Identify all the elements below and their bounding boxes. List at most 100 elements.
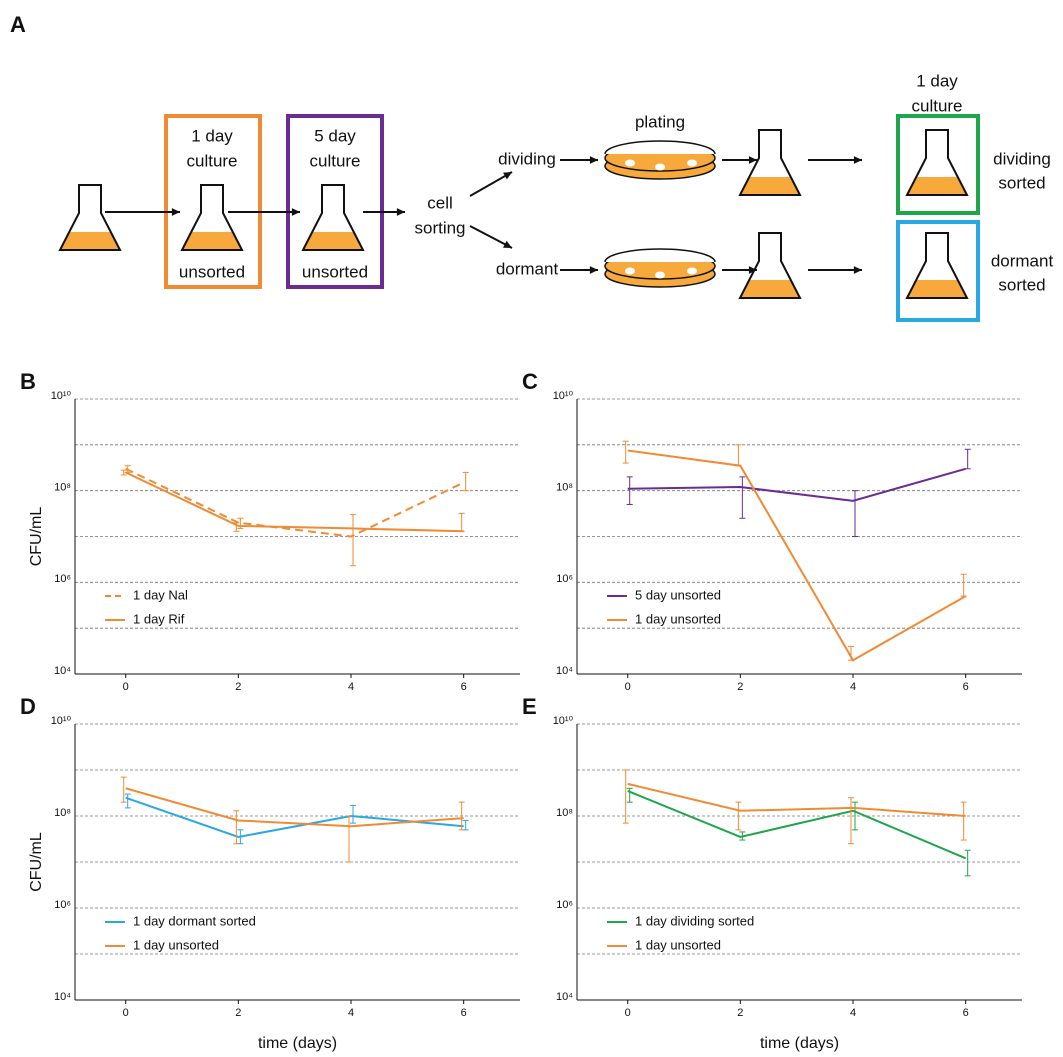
- x-axis-label: time (days): [760, 1035, 839, 1052]
- panel-letter: B: [20, 369, 36, 394]
- flask: [905, 129, 969, 196]
- legend-label: 1 day unsorted: [635, 937, 721, 952]
- flask: [738, 232, 802, 299]
- colony: [625, 267, 635, 275]
- x-tick-label: 2: [737, 681, 743, 693]
- legend-label: 5 day unsorted: [635, 587, 721, 602]
- y-tick-label: 10¹⁰: [553, 390, 574, 402]
- flask-liquid: [303, 232, 363, 250]
- x-tick-label: 0: [625, 681, 631, 693]
- y-tick-label: 10¹⁰: [553, 715, 574, 727]
- plate-lid: [604, 140, 716, 155]
- flask: [738, 129, 802, 196]
- flask-liquid: [907, 177, 967, 195]
- arrow-head: [853, 266, 862, 274]
- panel-letter: A: [10, 12, 26, 37]
- y-tick-label: 10¹⁰: [51, 390, 72, 402]
- colony: [625, 159, 635, 167]
- y-tick-label: 10⁴: [54, 665, 71, 677]
- flask: [180, 184, 244, 251]
- box: [896, 114, 980, 215]
- series-line: [627, 449, 967, 662]
- x-tick-label: 0: [123, 681, 129, 693]
- flask-liquid: [907, 280, 967, 298]
- label: dividing: [993, 149, 1051, 168]
- y-tick-label: 10⁸: [556, 807, 573, 819]
- series-line: [627, 790, 967, 860]
- flask-liquid: [740, 177, 800, 195]
- flask: [301, 184, 365, 251]
- x-tick-label: 4: [850, 681, 856, 693]
- label: culture: [186, 151, 237, 170]
- x-axis-label: time (days): [258, 1035, 337, 1052]
- flask: [58, 184, 122, 251]
- x-tick-label: 6: [963, 1007, 969, 1019]
- y-tick-label: 10⁴: [54, 991, 71, 1003]
- y-tick-label: 10⁶: [54, 899, 71, 911]
- legend-label: 1 day dividing sorted: [635, 913, 754, 928]
- legend-label: 1 day dormant sorted: [133, 913, 256, 928]
- x-tick-label: 6: [963, 681, 969, 693]
- arrow-head: [748, 266, 757, 274]
- label: unsorted: [302, 262, 368, 281]
- arrow-head: [503, 172, 512, 180]
- flask-liquid: [60, 232, 120, 250]
- label: 5 day: [314, 126, 356, 145]
- x-tick-label: 4: [348, 1007, 354, 1019]
- label: cell: [427, 193, 453, 212]
- label: sorted: [998, 275, 1045, 294]
- arrow-head: [748, 156, 757, 164]
- panel-letter: C: [522, 369, 538, 394]
- x-tick-label: 4: [348, 681, 354, 693]
- y-tick-label: 10⁶: [54, 573, 71, 585]
- flask-liquid: [182, 232, 242, 250]
- x-tick-label: 0: [123, 1007, 129, 1019]
- colony: [655, 163, 665, 171]
- arrow-head: [853, 156, 862, 164]
- arrow-head: [171, 208, 180, 216]
- legend-label: 1 day Nal: [133, 587, 188, 602]
- y-tick-label: 10¹⁰: [51, 715, 72, 727]
- legend-label: 1 day unsorted: [133, 937, 219, 952]
- x-tick-label: 6: [461, 1007, 467, 1019]
- label: 1 day: [916, 71, 958, 90]
- x-tick-label: 2: [235, 681, 241, 693]
- label: culture: [911, 96, 962, 115]
- y-tick-label: 10⁸: [556, 482, 573, 494]
- label: culture: [309, 151, 360, 170]
- flask-liquid: [740, 280, 800, 298]
- plate-lid: [604, 248, 716, 263]
- panel-letter: D: [20, 694, 36, 719]
- arrow-head: [589, 266, 598, 274]
- box: [286, 114, 384, 289]
- colony: [687, 267, 697, 275]
- box: [896, 220, 980, 322]
- y-tick-label: 10⁸: [54, 482, 71, 494]
- series-line: [627, 467, 966, 502]
- y-tick-label: 10⁴: [556, 991, 573, 1003]
- legend-label: 1 day unsorted: [635, 611, 721, 626]
- label: sorted: [998, 173, 1045, 192]
- y-tick-label: 10⁸: [54, 807, 71, 819]
- arrow-head: [291, 208, 300, 216]
- arrow-head: [589, 156, 598, 164]
- flask: [905, 232, 969, 299]
- legend-label: 1 day Rif: [133, 611, 185, 626]
- x-tick-label: 4: [850, 1007, 856, 1019]
- label: dormant: [496, 259, 559, 278]
- series-line: [125, 787, 464, 828]
- colony: [655, 271, 665, 279]
- label: 1 day: [191, 126, 233, 145]
- label: dividing: [498, 149, 556, 168]
- series-line: [125, 796, 464, 839]
- label: plating: [635, 112, 685, 131]
- colony: [687, 159, 697, 167]
- arrow-head: [503, 240, 512, 248]
- y-axis-label: CFU/mL: [28, 507, 45, 567]
- series-line: [627, 782, 966, 817]
- y-tick-label: 10⁶: [556, 573, 573, 585]
- y-tick-label: 10⁴: [556, 665, 573, 677]
- x-tick-label: 0: [625, 1007, 631, 1019]
- x-tick-label: 6: [461, 681, 467, 693]
